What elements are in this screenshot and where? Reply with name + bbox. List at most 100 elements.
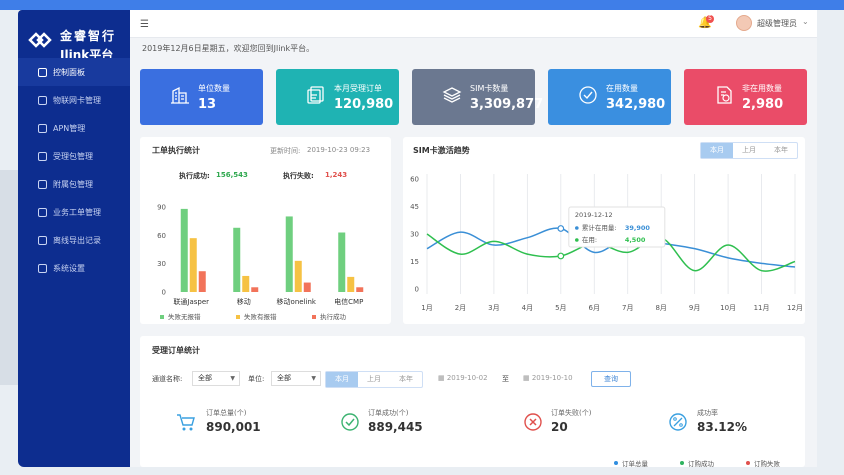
channel-select[interactable]: 全部 ▼ — [192, 371, 240, 386]
stat-label: 订单失败(个) — [551, 409, 592, 417]
card-icon — [38, 95, 47, 105]
tab-last-month[interactable]: 上月 — [367, 375, 381, 383]
bar — [189, 238, 197, 292]
legend-dot — [614, 461, 618, 465]
card-label: 在用数量 — [606, 84, 638, 93]
bar — [303, 282, 311, 292]
gear-icon — [38, 263, 47, 273]
sidebar-item-label: 离线导出记录 — [53, 235, 101, 245]
card-monthly-orders[interactable]: 本月受理订单 120,980 — [276, 69, 399, 125]
query-button[interactable]: 查询 — [591, 371, 631, 387]
bar — [294, 260, 302, 292]
username[interactable]: 超级管理员 — [757, 19, 797, 28]
work-stats-title: 工单执行统计 — [152, 146, 200, 155]
x-tick-label: 12月 — [787, 304, 803, 312]
line-chart: 0 15 30 45 60 1月 2月 3月 4月 5月 6月 7月 8月 9月 10月 11月 12月 2019… — [410, 174, 803, 312]
date-from[interactable]: ▦ 2019-10-02 — [438, 374, 488, 382]
logo-icon — [28, 32, 52, 48]
bar — [242, 275, 250, 292]
date-from-value: 2019-10-02 — [446, 374, 488, 382]
fail-label: 执行失败: — [283, 172, 314, 180]
stat-label: 成功率 — [697, 409, 718, 417]
tooltip-label: 在用: — [582, 235, 597, 244]
success-value: 156,543 — [216, 171, 248, 179]
legend-dot — [680, 461, 684, 465]
sidebar-item-apn[interactable]: APN管理 — [18, 114, 130, 142]
package-icon — [38, 151, 47, 161]
sidebar-item-label: 控制面板 — [53, 67, 85, 77]
tooltip-label: 累计在用量: — [582, 223, 617, 232]
y-tick-label: 30 — [157, 260, 166, 268]
sim-off-icon — [717, 86, 732, 104]
app-logo[interactable]: 金睿智行 Jlink平台 — [26, 22, 126, 62]
unit-label: 单位: — [248, 375, 265, 383]
date-separator: 至 — [502, 375, 509, 383]
sidebar-item-work-orders[interactable]: 业务工单管理 — [18, 198, 130, 226]
chevron-down-icon[interactable]: ⌄ — [802, 17, 809, 26]
card-label: SIM卡数量 — [470, 84, 509, 93]
tooltip-value: 39,900 — [625, 224, 651, 232]
legend-label: 订购成功 — [688, 460, 714, 468]
update-time-label: 更新时间: — [270, 147, 301, 155]
card-sim-count[interactable]: SIM卡数量 3,309,877 — [412, 69, 543, 125]
bar — [180, 208, 188, 292]
x-tick-label: 10月 — [720, 304, 736, 312]
addon-icon — [38, 179, 47, 189]
sim-trend-title: SIM卡激活趋势 — [413, 146, 470, 155]
legend-total: 订单总量 — [614, 458, 648, 468]
date-to[interactable]: ▦ 2019-10-10 — [523, 374, 573, 382]
card-value: 3,309,877 — [470, 97, 544, 112]
y-tick-label: 45 — [410, 203, 419, 211]
card-value: 2,980 — [742, 97, 784, 112]
bar — [233, 227, 241, 292]
date-to-value: 2019-10-10 — [531, 374, 573, 382]
card-in-use[interactable]: 在用数量 342,980 — [548, 69, 671, 125]
tooltip: 2019-12-12 累计在用量: 39,900 在用: 4,500 — [568, 206, 666, 248]
tab-this-month[interactable]: 本月 — [701, 143, 733, 158]
legend-success: 订购成功 — [680, 458, 714, 468]
card-label: 非在用数量 — [742, 84, 782, 93]
unit-select[interactable]: 全部 ▼ — [271, 371, 321, 386]
top-accent-bar — [0, 0, 844, 10]
x-tick-label: 2月 — [455, 304, 466, 312]
bar — [347, 276, 355, 292]
stat-value: 83.12% — [697, 420, 747, 434]
tab-this-year[interactable]: 本年 — [399, 375, 413, 383]
update-time: 2019-10-23 09:23 — [307, 146, 371, 154]
tooltip-dot — [575, 226, 579, 230]
legend-label: 订单总量 — [622, 460, 648, 468]
menu-collapse-icon[interactable]: ☰ — [140, 19, 149, 30]
sidebar-item-settings[interactable]: 系统设置 — [18, 254, 130, 282]
tooltip-dot — [575, 238, 579, 242]
y-tick-label: 60 — [410, 176, 419, 184]
tab-last-month[interactable]: 上月 — [742, 146, 756, 154]
export-icon — [38, 235, 47, 245]
app-name: 金睿智行 — [60, 29, 117, 43]
stat-label: 订单总量(个) — [206, 409, 247, 417]
card-not-in-use[interactable]: 非在用数量 2,980 — [684, 69, 807, 125]
bar — [338, 232, 346, 292]
sidebar-menu: 控制面板 物联网卡管理 APN管理 受理包管理 附属包管理 业务工单管理 离线导… — [18, 58, 130, 282]
stat-value: 890,001 — [206, 420, 261, 434]
sidebar-item-addon-package[interactable]: 附属包管理 — [18, 170, 130, 198]
tab-this-month[interactable]: 本月 — [326, 372, 358, 387]
sidebar-item-iot-card[interactable]: 物联网卡管理 — [18, 86, 130, 114]
sidebar-item-package[interactable]: 受理包管理 — [18, 142, 130, 170]
sidebar-item-label: 附属包管理 — [53, 179, 93, 189]
fail-value: 1,243 — [325, 171, 348, 179]
y-tick-label: 60 — [157, 232, 166, 240]
sidebar-item-dashboard[interactable]: 控制面板 — [18, 58, 130, 86]
sidebar-item-label: 物联网卡管理 — [53, 95, 101, 105]
card-unit-count[interactable]: 单位数量 13 — [140, 69, 263, 125]
tab-this-year[interactable]: 本年 — [774, 146, 788, 154]
avatar[interactable] — [736, 15, 752, 31]
dashboard-icon — [38, 67, 47, 77]
stat-value: 889,445 — [368, 420, 423, 434]
x-tick-label: 联通Jasper — [173, 297, 209, 306]
sidebar-item-export-records[interactable]: 离线导出记录 — [18, 226, 130, 254]
card-value: 13 — [198, 97, 217, 112]
sim-trend-tabs: 本月 上月 本年 — [700, 142, 798, 159]
card-value: 120,980 — [334, 97, 394, 112]
header-bar: ☰ 🔔 5 超级管理员 ⌄ — [130, 10, 817, 38]
bar — [285, 216, 293, 292]
